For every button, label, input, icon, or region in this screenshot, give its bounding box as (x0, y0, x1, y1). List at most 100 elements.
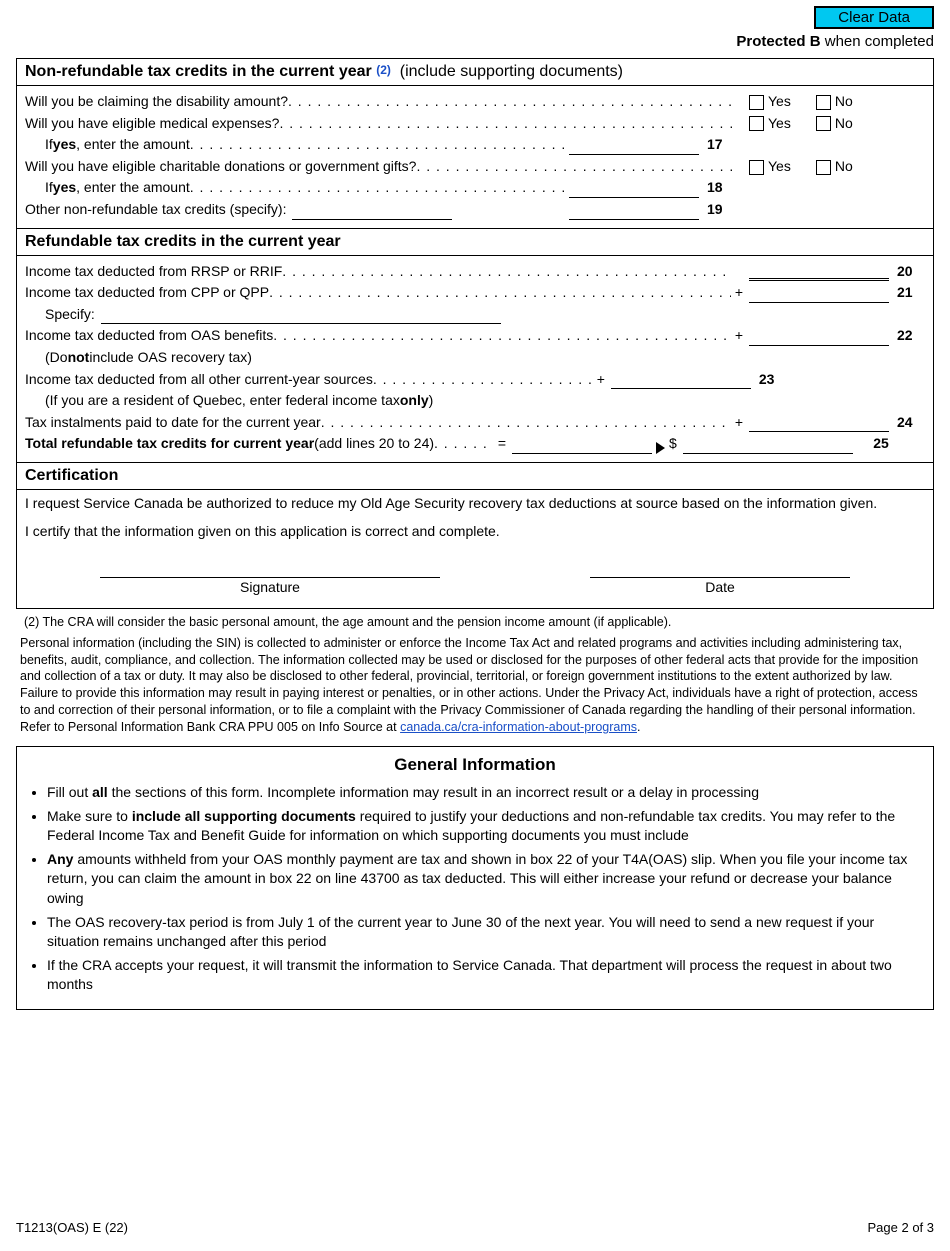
q-medical-row: Will you have eligible medical expenses?… (25, 114, 925, 134)
line23-row: Income tax deducted from all other curre… (25, 370, 925, 390)
line25-subtotal (512, 438, 652, 454)
medical-no-checkbox[interactable] (816, 116, 831, 131)
info-source-link[interactable]: canada.ca/cra-information-about-programs (400, 720, 637, 734)
gi-item-5: If the CRA accepts your request, it will… (47, 956, 923, 995)
line20-row: Income tax deducted from RRSP or RRIF 20 (25, 262, 925, 282)
yes-label: Yes (768, 157, 798, 177)
form-id: T1213(OAS) E (22) (16, 1220, 128, 1235)
medical-yes-checkbox[interactable] (749, 116, 764, 131)
protected-rest: when completed (821, 33, 934, 50)
line23-note-a: (If you are a resident of Quebec, enter … (45, 391, 400, 411)
if-yes-prefix: If (45, 135, 53, 155)
gi-item-2: Make sure to include all supporting docu… (47, 807, 923, 846)
line24-input[interactable] (749, 414, 889, 432)
disability-no-checkbox[interactable] (816, 95, 831, 110)
q-disability-yn: Yes No (735, 92, 925, 112)
line18-input[interactable] (569, 180, 699, 198)
line22-note-a: (Do (45, 348, 68, 368)
yes-label: Yes (768, 92, 798, 112)
line20-value (749, 265, 889, 281)
general-info-box: General Information Fill out all the sec… (16, 746, 934, 1010)
line21-specify-input[interactable] (101, 306, 501, 324)
charitable-yes-checkbox[interactable] (749, 160, 764, 175)
if-yes-bold: yes (53, 178, 76, 198)
dots (190, 178, 569, 198)
q-charitable-row: Will you have eligible charitable donati… (25, 157, 925, 177)
section1-paren: (include supporting documents) (400, 63, 623, 80)
dots (321, 413, 731, 433)
line17-no: 17 (707, 135, 735, 155)
line23-note-row: (If you are a resident of Quebec, enter … (25, 391, 925, 411)
line24-no: 24 (897, 413, 925, 433)
disability-yes-checkbox[interactable] (749, 95, 764, 110)
q-charitable-yn: Yes No (735, 157, 925, 177)
section1-body: Will you be claiming the disability amou… (17, 86, 933, 228)
q-other-label: Other non-refundable tax credits (specif… (25, 200, 286, 220)
gi1a: Fill out (47, 784, 92, 800)
gi-item-1: Fill out all the sections of this form. … (47, 783, 923, 803)
section2-title: Refundable tax credits in the current ye… (17, 228, 933, 256)
if-yes-prefix: If (45, 178, 53, 198)
gi2a: Make sure to (47, 808, 132, 824)
signature-row: Signature Date (25, 577, 925, 598)
gi2b: include all supporting documents (132, 808, 356, 824)
line22-note-b: not (68, 348, 90, 368)
signature-label: Signature (100, 578, 440, 598)
line25-total (683, 438, 853, 454)
footnote-2: (2) The CRA will consider the basic pers… (24, 615, 930, 629)
q-medical-label: Will you have eligible medical expenses? (25, 114, 279, 134)
clear-data-button[interactable]: Clear Data (814, 6, 934, 29)
protected-b: Protected B (736, 33, 820, 50)
line21-specify-row: Specify: (25, 305, 925, 325)
other-specify-input[interactable] (292, 202, 452, 220)
form-main-box: Non-refundable tax credits in the curren… (16, 58, 934, 609)
date-label: Date (590, 578, 850, 598)
yes-label: Yes (768, 114, 798, 134)
specify-label: Specify: (45, 305, 95, 325)
line24-label: Tax instalments paid to date for the cur… (25, 413, 321, 433)
section1-title: Non-refundable tax credits in the curren… (17, 59, 933, 86)
dots (190, 135, 569, 155)
line21-input[interactable] (749, 285, 889, 303)
line22-input[interactable] (749, 328, 889, 346)
gi3a: Any (47, 851, 73, 867)
line20-input[interactable] (749, 265, 889, 283)
date-col: Date (590, 577, 850, 598)
line21-no: 21 (897, 283, 925, 303)
if-yes-rest: , enter the amount (76, 135, 190, 155)
line23-input[interactable] (611, 371, 751, 389)
arrow-icon (656, 442, 665, 454)
cert-p1: I request Service Canada be authorized t… (25, 494, 925, 514)
q-medical-yn: Yes No (735, 114, 925, 134)
cert-title: Certification (17, 462, 933, 490)
charitable-no-checkbox[interactable] (816, 160, 831, 175)
cert-p2: I certify that the information given on … (25, 522, 925, 542)
line18-no: 18 (707, 178, 735, 198)
gi1c: the sections of this form. Incomplete in… (108, 784, 759, 800)
section2-body: Income tax deducted from RRSP or RRIF 20… (17, 256, 933, 462)
line20-label: Income tax deducted from RRSP or RRIF (25, 262, 282, 282)
line23-note-b: only (400, 391, 429, 411)
if-yes-rest: , enter the amount (76, 178, 190, 198)
page-number: Page 2 of 3 (868, 1220, 935, 1235)
gi1b: all (92, 784, 108, 800)
if-yes-bold: yes (53, 135, 76, 155)
line21-label: Income tax deducted from CPP or QPP (25, 283, 269, 303)
line22-row: Income tax deducted from OAS benefits + … (25, 326, 925, 346)
fine-period: . (637, 720, 640, 734)
dots (416, 157, 735, 177)
general-info-list: Fill out all the sections of this form. … (27, 783, 923, 995)
line19-input[interactable] (569, 202, 699, 220)
line25-row: Total refundable tax credits for current… (25, 434, 925, 454)
dots (279, 114, 735, 134)
op-plus: + (731, 413, 747, 433)
line17-input[interactable] (569, 137, 699, 155)
line25-rest: (add lines 20 to 24) (314, 434, 434, 454)
q-charitable-label: Will you have eligible charitable donati… (25, 157, 416, 177)
dots (282, 262, 731, 282)
signature-col: Signature (100, 577, 440, 598)
dots (288, 92, 735, 112)
dots (373, 370, 593, 390)
line24-row: Tax instalments paid to date for the cur… (25, 413, 925, 433)
line19-no: 19 (707, 200, 735, 220)
